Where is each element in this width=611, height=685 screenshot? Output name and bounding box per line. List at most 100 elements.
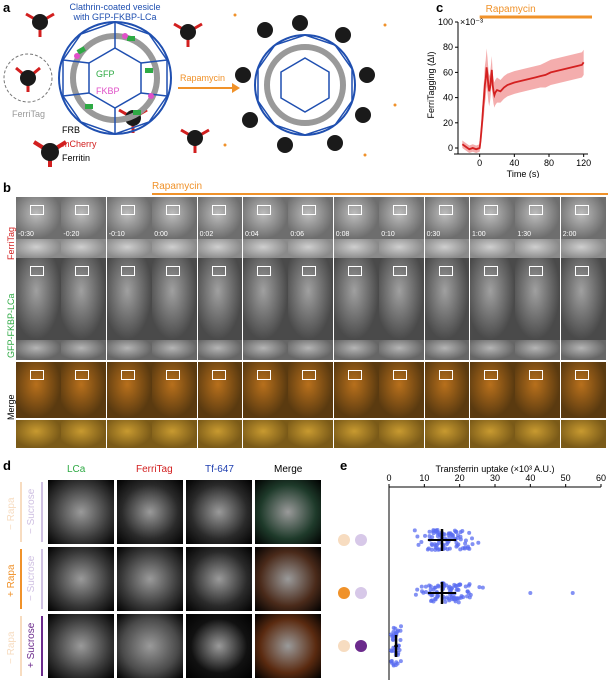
roi-box [211, 370, 226, 380]
timelapse-tile [515, 258, 561, 340]
data-point [480, 585, 485, 590]
timelapse-tile [424, 239, 470, 259]
timelapse-tile: 1:30 [515, 197, 561, 239]
sucrose-condition-label: − Sucrose [26, 488, 37, 534]
data-point [416, 542, 421, 547]
sucrose-indicator [355, 640, 367, 652]
data-point [389, 648, 394, 653]
timelapse-tile [152, 340, 197, 360]
data-point [419, 540, 424, 545]
condition-tile [48, 480, 114, 544]
x-axis-label: Time (s) [507, 169, 540, 178]
timelapse-tile [243, 362, 288, 418]
data-point [427, 583, 432, 588]
timelapse-tile [470, 420, 515, 448]
y-multiplier: ×10⁻³ [460, 17, 483, 27]
timelapse-tile [333, 258, 379, 340]
data-point [461, 595, 466, 600]
data-point [419, 584, 424, 589]
condition-tile [255, 480, 321, 544]
timelapse-tile [16, 362, 61, 418]
timelapse-tile [61, 362, 107, 418]
time-label: -0:30 [18, 231, 34, 238]
data-point [415, 534, 420, 539]
rapa-indicator [338, 587, 350, 599]
rapamycin-label-a: Rapamycin [180, 73, 226, 83]
timelapse-tile [152, 362, 197, 418]
roi-box [166, 205, 181, 215]
timelapse-tile: 0:06 [288, 197, 334, 239]
roi-box [347, 370, 362, 380]
y-tick-label: 80 [443, 42, 453, 52]
data-point [458, 534, 463, 539]
y-tick-label: 40 [443, 93, 453, 103]
row-label-gfp: GFP-FKBP-LCa [6, 293, 16, 358]
time-label: 0:30 [426, 231, 441, 238]
time-label: 2:00 [562, 231, 577, 238]
roi-box [438, 370, 453, 380]
y-tick-label: 20 [443, 118, 453, 128]
sucrose-condition-label: + Sucrose [26, 622, 37, 668]
ferritag-labeled [32, 140, 68, 167]
timelapse-tile [560, 239, 606, 259]
sucrose-condition-bar [41, 549, 43, 609]
outlier-point [528, 591, 533, 595]
timelapse-tile [197, 420, 243, 448]
fkbp-label: FKBP [96, 86, 120, 96]
data-point [429, 593, 434, 598]
rapa-condition-bar [20, 549, 22, 609]
sucrose-indicator [355, 587, 367, 599]
column-label: FerriTag [136, 464, 173, 475]
data-point [427, 534, 432, 539]
data-point [463, 541, 468, 546]
timelapse-tile: 0:04 [243, 197, 288, 239]
y-tick-label: 60 [443, 67, 453, 77]
timelapse-tile [16, 340, 61, 360]
condition-tile [186, 480, 252, 544]
time-label: 1:00 [472, 231, 486, 238]
ferritag-particle [180, 128, 210, 153]
roi-box [574, 266, 589, 276]
sucrose-indicator [355, 534, 367, 546]
timelapse-tile [106, 420, 152, 448]
roi-box [302, 370, 317, 380]
roi-box [75, 266, 90, 276]
x-tick-label: 20 [455, 473, 465, 483]
timelapse-tile [243, 340, 288, 360]
y-axis-label: FerriTagging (ΔI) [426, 51, 436, 118]
data-point [435, 534, 440, 539]
timelapse-tile [333, 340, 379, 360]
data-point [390, 634, 395, 639]
timelapse-tile [197, 239, 243, 259]
rapa-condition-label: − Rapa [6, 631, 17, 664]
condition-tile [186, 614, 252, 678]
roi-box [574, 205, 589, 215]
timelapse-tile [197, 362, 243, 418]
data-point [432, 542, 437, 547]
timelapse-tile: 2:00 [560, 197, 606, 239]
data-point [460, 529, 465, 534]
timelapse-tile [288, 362, 334, 418]
roi-box [30, 266, 44, 276]
x-tick-label: 40 [509, 158, 519, 168]
condition-tile [255, 614, 321, 678]
roi-box [75, 370, 90, 380]
roi-box [393, 205, 408, 215]
data-point [423, 533, 428, 538]
data-point [470, 542, 475, 547]
timelapse-tile [243, 258, 288, 340]
data-point [465, 546, 470, 551]
data-point [476, 540, 481, 545]
x-tick-label: 30 [490, 473, 500, 483]
data-point [413, 592, 418, 597]
timelapse-tile [515, 239, 561, 259]
x-tick-label: 0 [477, 158, 482, 168]
rapa-condition-bar [20, 482, 22, 542]
ferritin-label: Ferritin [62, 153, 91, 163]
data-point [399, 624, 404, 629]
data-point [450, 535, 455, 540]
y-tick-label: 100 [438, 17, 453, 27]
data-point [427, 529, 432, 534]
timelapse-tile [152, 258, 197, 340]
x-tick-label: 120 [576, 158, 591, 168]
